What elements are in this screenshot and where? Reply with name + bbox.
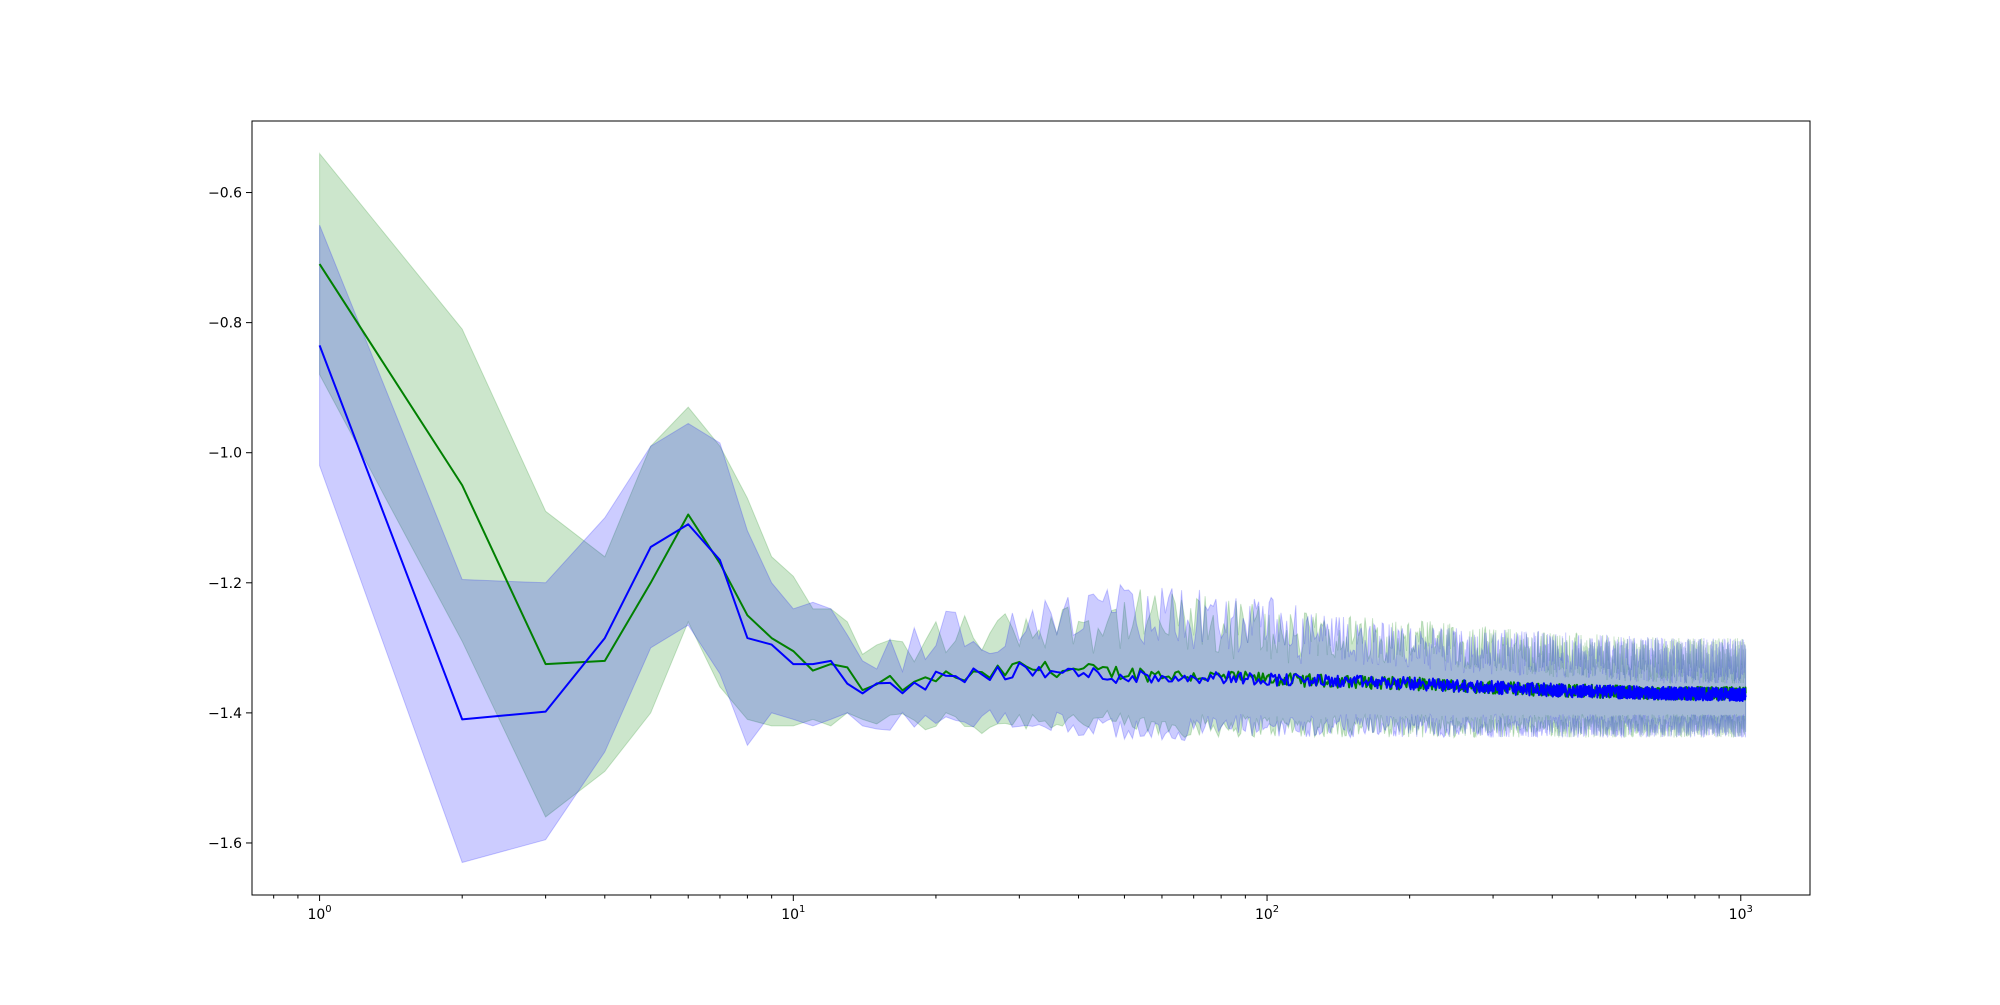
confidence-bands — [319, 152, 1747, 864]
x-tick-label: 101 — [781, 904, 805, 923]
series-1-band — [319, 152, 1747, 818]
y-axis: −0.6 −0.8 −1.0 −1.2 −1.4 −1.6 — [208, 186, 252, 852]
series-lines — [318, 263, 1747, 721]
x-axis: 100 101 102 103 — [273, 895, 1753, 923]
plot-area-frame — [251, 120, 1811, 896]
y-tick-label: −1.0 — [208, 446, 242, 462]
x-tick-label: 102 — [1255, 904, 1279, 923]
y-tick-label: −1.4 — [208, 706, 242, 722]
series-2-line — [318, 345, 1747, 721]
y-tick-label: −0.8 — [208, 316, 242, 332]
y-tick-label: −0.6 — [208, 186, 242, 202]
y-tick-label: −1.2 — [208, 576, 242, 592]
x-tick-label: 100 — [307, 904, 331, 923]
series-2-band — [319, 224, 1747, 864]
y-tick-label: −1.6 — [208, 836, 242, 852]
x-tick-label: 103 — [1729, 904, 1753, 923]
